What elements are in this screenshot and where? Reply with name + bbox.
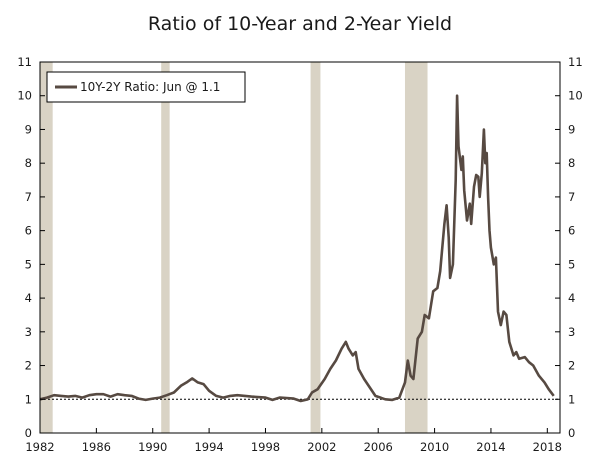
series-group <box>39 94 555 403</box>
legend-box <box>46 71 246 103</box>
y-tick-label-right: 8 <box>568 156 575 170</box>
y-tick-label-right: 4 <box>568 291 575 305</box>
y-tick-label-right: 5 <box>568 257 575 271</box>
y-tick-label-left: 5 <box>25 257 32 271</box>
y-tick-label-right: 11 <box>568 55 583 69</box>
legend-label: 10Y-2Y Ratio: Jun @ 1.1 <box>80 80 220 94</box>
series-line <box>39 94 555 403</box>
x-tick-label: 1986 <box>82 440 111 454</box>
y-tick-label-right: 7 <box>568 190 575 204</box>
y-tick-label-right: 10 <box>568 89 583 103</box>
y-tick-label-right: 6 <box>568 224 575 238</box>
x-tick-label: 1998 <box>251 440 280 454</box>
recession-bands <box>40 62 428 433</box>
x-tick-label: 2014 <box>476 440 505 454</box>
chart-title: Ratio of 10-Year and 2-Year Yield <box>148 13 452 35</box>
x-tick-label: 1982 <box>25 440 54 454</box>
y-tick-label-left: 3 <box>25 325 32 339</box>
y-tick-label-right: 1 <box>568 392 575 406</box>
y-tick-label-left: 1 <box>25 392 32 406</box>
y-tick-label-left: 2 <box>25 359 32 373</box>
x-tick-label: 2010 <box>420 440 449 454</box>
y-tick-label-left: 6 <box>25 224 32 238</box>
legend: 10Y-2Y Ratio: Jun @ 1.1 <box>46 71 246 103</box>
y-tick-label-left: 8 <box>25 156 32 170</box>
x-tick-label: 2002 <box>307 440 336 454</box>
y-tick-label-right: 2 <box>568 359 575 373</box>
y-tick-label-right: 9 <box>568 122 575 136</box>
y-tick-label-right: 3 <box>568 325 575 339</box>
recession-band <box>310 62 321 433</box>
recession-band <box>161 62 170 433</box>
y-tick-label-left: 9 <box>25 122 32 136</box>
y-tick-label-left: 0 <box>25 426 32 440</box>
x-tick-label: 1994 <box>194 440 223 454</box>
plot-frame <box>39 61 561 434</box>
y-tick-label-left: 7 <box>25 190 32 204</box>
y-tick-label-right: 0 <box>568 426 575 440</box>
recession-band <box>404 62 428 433</box>
x-tick-label: 1990 <box>138 440 167 454</box>
x-tick-label: 2018 <box>533 440 562 454</box>
y-tick-label-left: 11 <box>17 55 32 69</box>
recession-band <box>40 62 53 433</box>
y-tick-label-left: 10 <box>17 89 32 103</box>
x-tick-label: 2006 <box>364 440 393 454</box>
y-tick-label-left: 4 <box>25 291 32 305</box>
